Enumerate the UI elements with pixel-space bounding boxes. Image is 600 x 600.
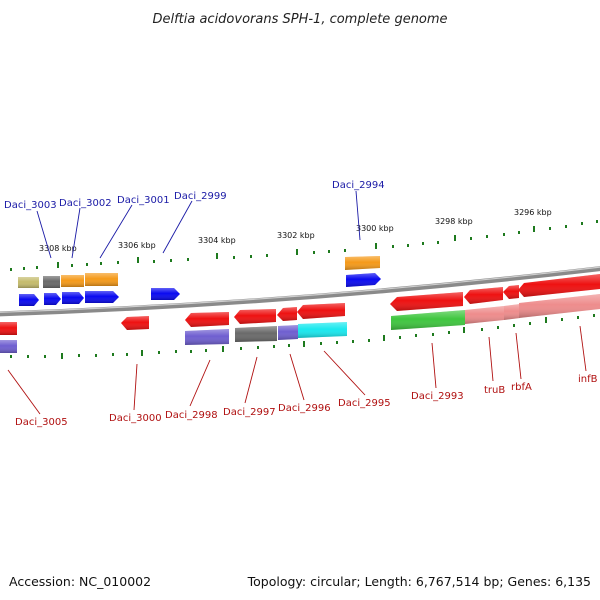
gene-blue[interactable]	[85, 291, 119, 303]
gene-red[interactable]	[464, 287, 503, 304]
gene-blue[interactable]	[19, 294, 39, 306]
gene-red[interactable]	[185, 312, 229, 327]
leader-lines-top	[36, 190, 361, 259]
gene-label-daci-3002[interactable]: Daci_3002	[59, 198, 112, 209]
gene-purple[interactable]	[0, 340, 17, 353]
accession-text: Accession: NC_010002	[9, 574, 151, 589]
gene-label-daci-2993[interactable]: Daci_2993	[411, 391, 464, 402]
gene-red[interactable]	[234, 309, 276, 324]
gene-red[interactable]	[121, 316, 149, 330]
gene-orange[interactable]	[345, 256, 380, 270]
genome-backbone-highlight	[0, 266, 600, 313]
gene-label-rbfa[interactable]: rbfA	[511, 382, 532, 393]
gene-red[interactable]	[518, 274, 600, 297]
map-title: Delftia acidovorans SPH-1, complete geno…	[152, 12, 447, 27]
gene-blue[interactable]	[151, 288, 180, 300]
gene-label-daci-3000[interactable]: Daci_3000	[109, 413, 162, 424]
gene-label-daci-2999[interactable]: Daci_2999	[174, 191, 227, 202]
gene-gray[interactable]	[235, 326, 277, 342]
gene-orange[interactable]	[61, 275, 84, 287]
gene-red[interactable]	[277, 307, 297, 321]
gene-label-daci-3003[interactable]: Daci_3003	[4, 200, 57, 211]
topology-text: Topology: circular; Length: 6,767,514 bp…	[247, 574, 591, 589]
gene-label-trub[interactable]: truB	[484, 385, 505, 396]
gene-blue[interactable]	[346, 273, 381, 287]
gene-olive[interactable]	[18, 277, 39, 288]
gene-pink[interactable]	[519, 294, 600, 318]
genome-backbone	[0, 266, 600, 317]
gene-gray[interactable]	[43, 276, 60, 288]
gene-blue[interactable]	[44, 293, 61, 305]
gene-purple[interactable]	[278, 325, 298, 340]
leader-lines-bottom	[7, 325, 587, 415]
gene-label-infb[interactable]: infB	[578, 374, 598, 385]
gene-red[interactable]	[390, 292, 463, 311]
gene-green[interactable]	[391, 310, 465, 330]
gene-red[interactable]	[503, 285, 519, 299]
gene-label-daci-2995[interactable]: Daci_2995	[338, 398, 391, 409]
gene-label-daci-2998[interactable]: Daci_2998	[165, 410, 218, 421]
scale-label: 3302 kbp	[277, 231, 315, 240]
scale-label: 3304 kbp	[198, 236, 236, 245]
scale-labels: 3308 kbp 3306 kbp 3304 kbp 3302 kbp 3300…	[39, 208, 552, 253]
gene-label-daci-3005[interactable]: Daci_3005	[15, 417, 68, 428]
scale-ticks-upper	[10, 220, 598, 271]
gene-label-daci-2996[interactable]: Daci_2996	[278, 403, 331, 414]
gene-blue[interactable]	[62, 292, 84, 304]
gene-orange[interactable]	[85, 273, 118, 286]
gene-red[interactable]	[297, 303, 345, 319]
gene-label-daci-2997[interactable]: Daci_2997	[223, 407, 276, 418]
gene-pink[interactable]	[504, 304, 520, 320]
scale-label: 3308 kbp	[39, 244, 77, 253]
gene-cyan[interactable]	[298, 322, 347, 338]
gene-labels-top: Daci_3003 Daci_3002 Daci_3001 Daci_2999 …	[4, 180, 385, 211]
gene-labels-bottom: Daci_3005 Daci_3000 Daci_2998 Daci_2997 …	[15, 374, 598, 428]
gene-label-daci-2994[interactable]: Daci_2994	[332, 180, 385, 191]
scale-ticks-lower	[10, 314, 595, 359]
forward-genes	[18, 256, 381, 306]
gene-purple[interactable]	[185, 329, 229, 345]
gene-label-daci-3001[interactable]: Daci_3001	[117, 195, 170, 206]
reverse-genes	[0, 274, 600, 353]
scale-label: 3298 kbp	[435, 217, 473, 226]
gene-pink[interactable]	[465, 306, 504, 324]
scale-label: 3296 kbp	[514, 208, 552, 217]
scale-label: 3300 kbp	[356, 224, 394, 233]
gene-red[interactable]	[0, 322, 17, 335]
scale-label: 3306 kbp	[118, 241, 156, 250]
